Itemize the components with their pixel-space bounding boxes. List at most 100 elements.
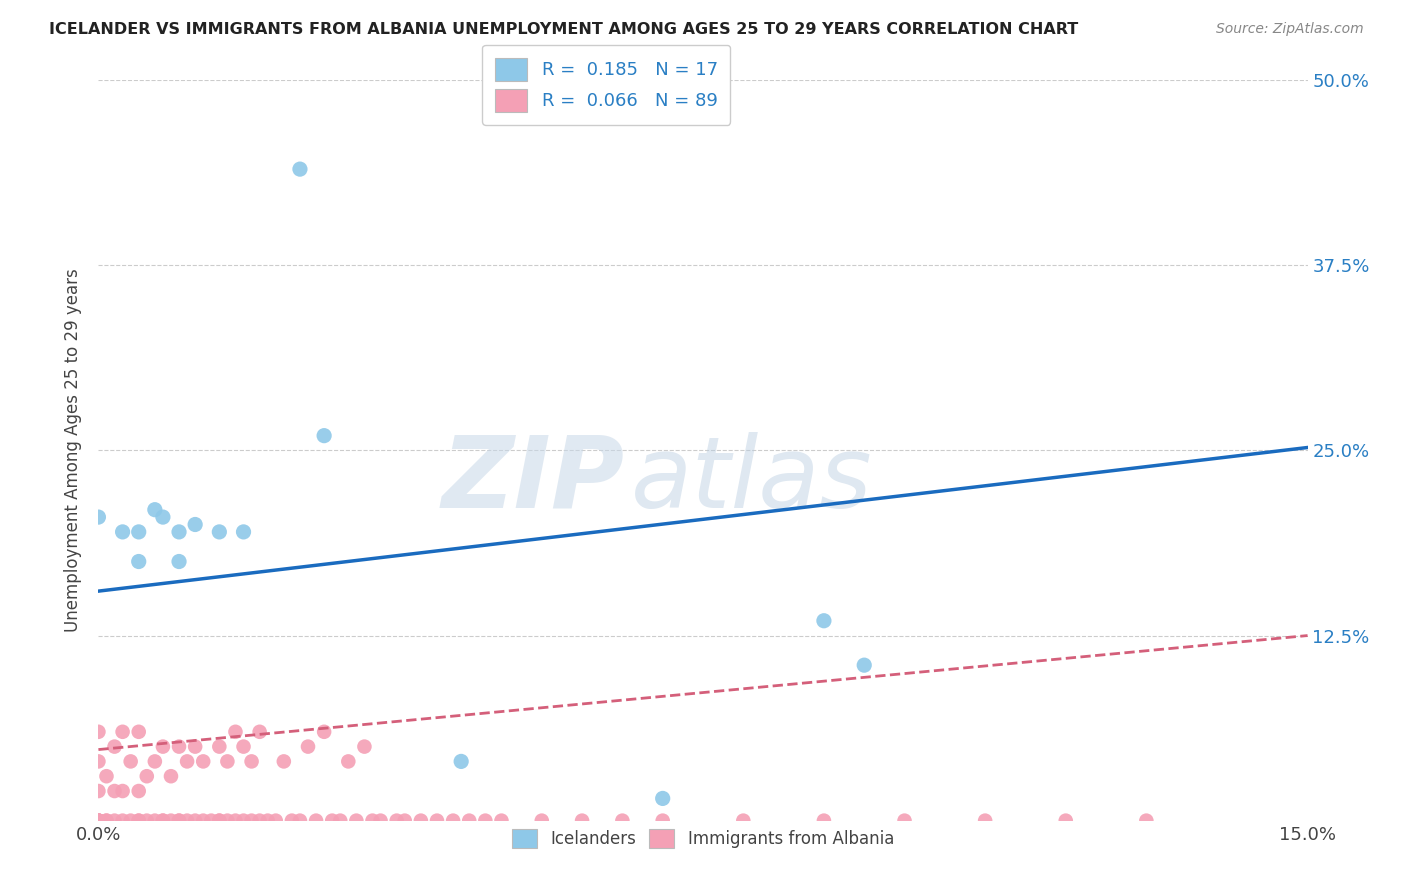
Point	[240, 814, 263, 828]
Point	[370, 814, 392, 828]
Point	[217, 814, 239, 828]
Point	[281, 814, 304, 828]
Point	[143, 502, 166, 516]
Point	[224, 724, 246, 739]
Point	[128, 724, 150, 739]
Point	[409, 814, 432, 828]
Point	[256, 814, 278, 828]
Point	[733, 814, 755, 828]
Y-axis label: Unemployment Among Ages 25 to 29 years: Unemployment Among Ages 25 to 29 years	[65, 268, 83, 632]
Point	[249, 814, 271, 828]
Point	[321, 814, 343, 828]
Point	[128, 784, 150, 798]
Point	[813, 614, 835, 628]
Point	[143, 755, 166, 769]
Point	[128, 814, 150, 828]
Point	[441, 814, 464, 828]
Point	[96, 814, 118, 828]
Point	[167, 524, 190, 539]
Point	[111, 784, 134, 798]
Point	[337, 755, 360, 769]
Point	[571, 814, 593, 828]
Point	[96, 769, 118, 783]
Point	[208, 814, 231, 828]
Point	[87, 814, 110, 828]
Point	[394, 814, 416, 828]
Point	[184, 739, 207, 754]
Point	[87, 724, 110, 739]
Point	[329, 814, 352, 828]
Point	[612, 814, 634, 828]
Point	[314, 428, 336, 442]
Point	[208, 814, 231, 828]
Point	[385, 814, 408, 828]
Point	[217, 755, 239, 769]
Point	[893, 814, 915, 828]
Point	[87, 510, 110, 524]
Point	[96, 814, 118, 828]
Point	[1054, 814, 1077, 828]
Text: ICELANDER VS IMMIGRANTS FROM ALBANIA UNEMPLOYMENT AMONG AGES 25 TO 29 YEARS CORR: ICELANDER VS IMMIGRANTS FROM ALBANIA UNE…	[49, 22, 1078, 37]
Point	[651, 814, 673, 828]
Point	[87, 814, 110, 828]
Point	[224, 814, 246, 828]
Point	[167, 814, 190, 828]
Point	[167, 814, 190, 828]
Point	[813, 814, 835, 828]
Point	[111, 524, 134, 539]
Point	[160, 814, 183, 828]
Point	[288, 814, 311, 828]
Point	[103, 784, 125, 798]
Point	[491, 814, 513, 828]
Point	[273, 755, 295, 769]
Point	[143, 814, 166, 828]
Point	[353, 739, 375, 754]
Text: ZIP: ZIP	[441, 432, 624, 529]
Point	[103, 739, 125, 754]
Point	[474, 814, 496, 828]
Point	[344, 814, 367, 828]
Point	[288, 162, 311, 177]
Point	[87, 814, 110, 828]
Point	[208, 524, 231, 539]
Point	[193, 755, 215, 769]
Point	[135, 814, 157, 828]
Point	[314, 724, 336, 739]
Point	[240, 755, 263, 769]
Point	[87, 784, 110, 798]
Point	[111, 724, 134, 739]
Point	[152, 814, 174, 828]
Point	[87, 814, 110, 828]
Text: Source: ZipAtlas.com: Source: ZipAtlas.com	[1216, 22, 1364, 37]
Point	[1135, 814, 1157, 828]
Point	[458, 814, 481, 828]
Text: atlas: atlas	[630, 432, 872, 529]
Point	[232, 524, 254, 539]
Point	[103, 814, 125, 828]
Point	[87, 755, 110, 769]
Point	[193, 814, 215, 828]
Point	[297, 739, 319, 754]
Point	[530, 814, 553, 828]
Point	[128, 814, 150, 828]
Point	[208, 739, 231, 754]
Point	[305, 814, 328, 828]
Point	[176, 755, 198, 769]
Point	[167, 555, 190, 569]
Point	[176, 814, 198, 828]
Point	[651, 791, 673, 805]
Point	[152, 510, 174, 524]
Point	[120, 814, 142, 828]
Point	[160, 769, 183, 783]
Point	[152, 739, 174, 754]
Point	[361, 814, 384, 828]
Point	[974, 814, 997, 828]
Point	[152, 814, 174, 828]
Point	[135, 769, 157, 783]
Point	[87, 814, 110, 828]
Point	[264, 814, 287, 828]
Legend: Icelanders, Immigrants from Albania: Icelanders, Immigrants from Albania	[503, 821, 903, 856]
Point	[120, 755, 142, 769]
Point	[249, 724, 271, 739]
Point	[111, 814, 134, 828]
